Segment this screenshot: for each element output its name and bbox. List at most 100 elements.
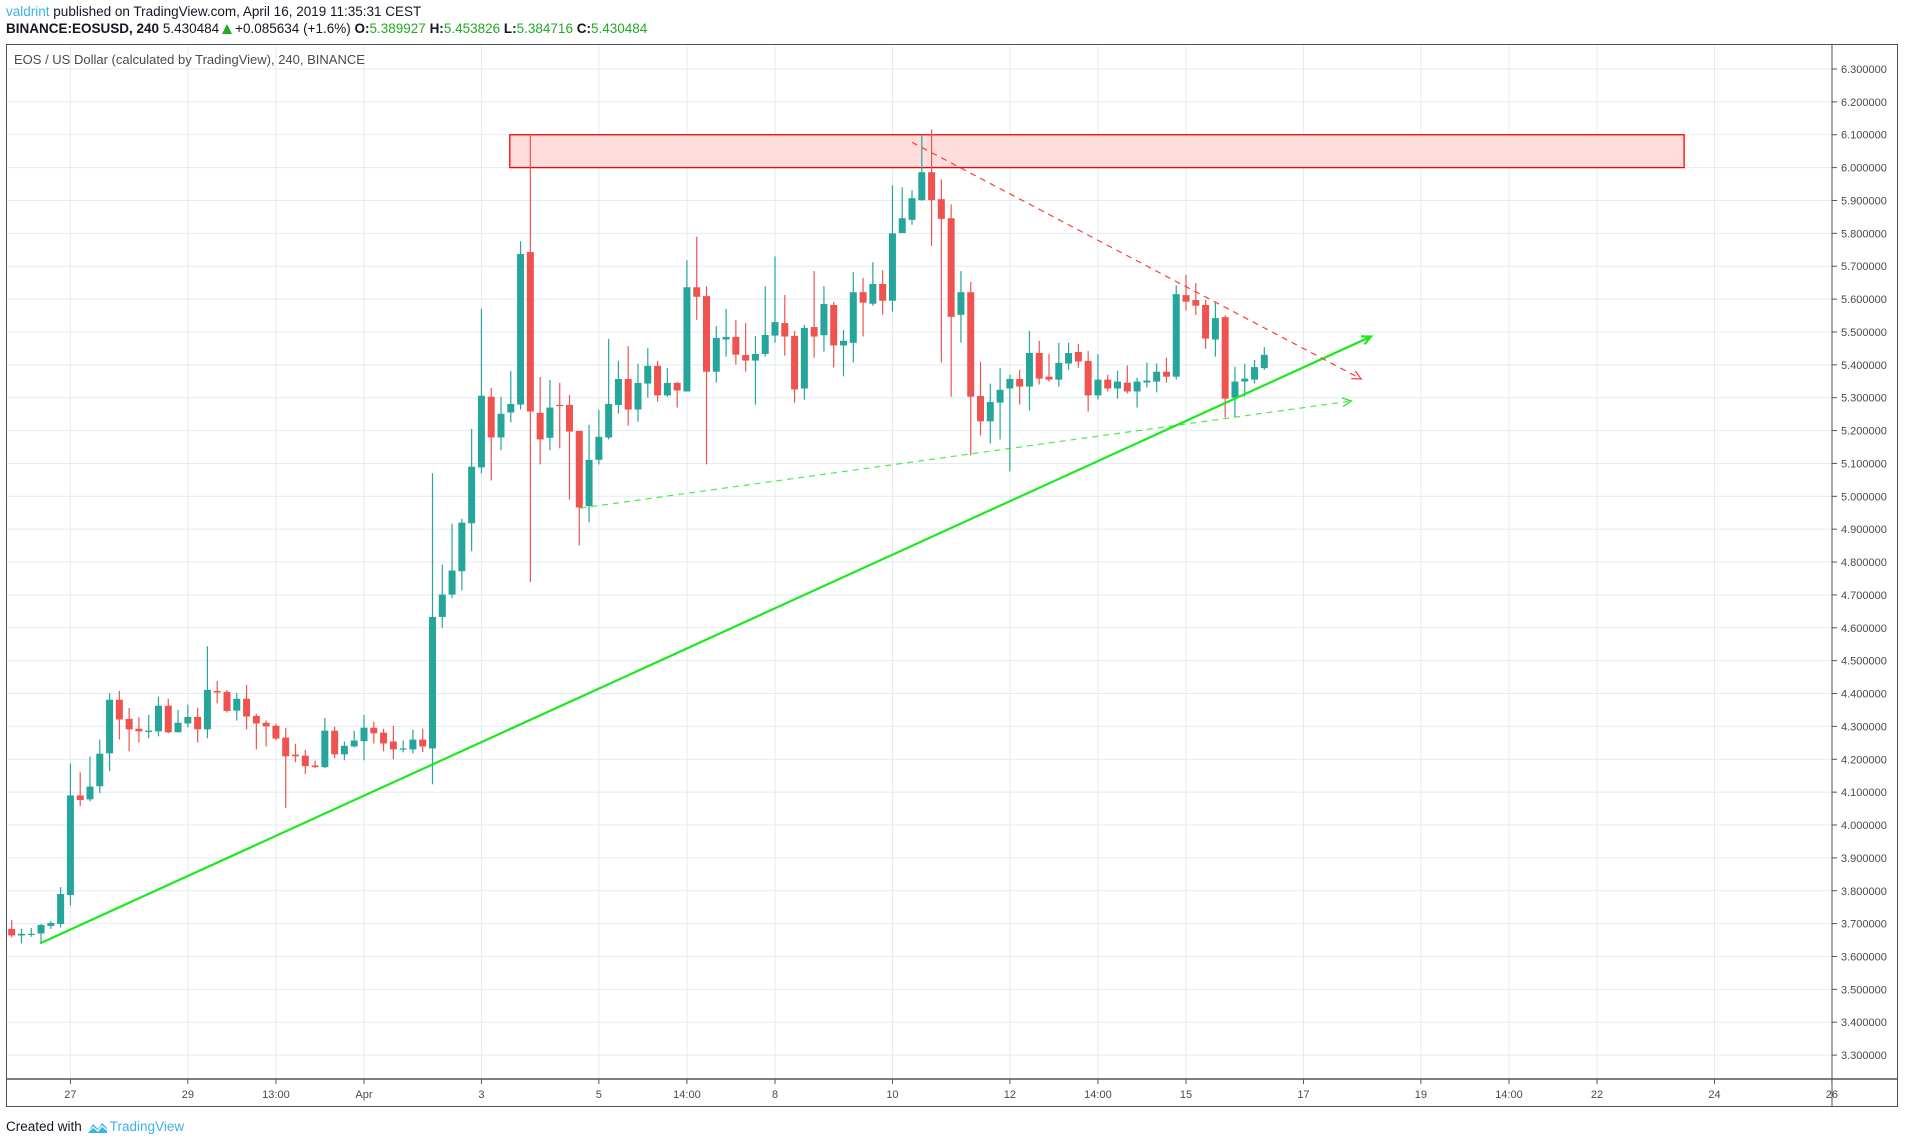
candle-body bbox=[8, 928, 16, 936]
candle-body bbox=[928, 172, 936, 201]
candle bbox=[282, 727, 290, 808]
support-arrow-icon bbox=[1360, 335, 1374, 345]
y-tick-label: 6.300000 bbox=[1841, 64, 1887, 76]
y-tick-label: 5.600000 bbox=[1841, 294, 1887, 306]
y-tick-label: 4.300000 bbox=[1841, 721, 1887, 733]
candle-body bbox=[1104, 379, 1112, 389]
candle bbox=[115, 690, 123, 740]
y-tick-label: 5.700000 bbox=[1841, 261, 1887, 273]
candle-body bbox=[86, 786, 94, 800]
publish-info: valdrint published on TradingView.com, A… bbox=[6, 4, 421, 19]
y-tick-label: 3.400000 bbox=[1841, 1017, 1887, 1029]
candle bbox=[438, 564, 446, 628]
candle bbox=[644, 348, 652, 398]
candle bbox=[732, 320, 740, 365]
candle bbox=[37, 923, 45, 943]
dashed-resistance-arrow-icon bbox=[1351, 370, 1363, 380]
candle bbox=[751, 335, 759, 405]
candle-body bbox=[370, 727, 378, 734]
candle-body bbox=[507, 403, 515, 413]
candle-body bbox=[125, 718, 133, 730]
candle-body bbox=[1143, 380, 1151, 383]
candle bbox=[301, 749, 309, 775]
tradingview-logo-icon bbox=[86, 1122, 108, 1133]
candle-body bbox=[712, 337, 720, 372]
y-tick-label: 4.200000 bbox=[1841, 754, 1887, 766]
candle bbox=[1241, 363, 1249, 397]
x-tick-label: Apr bbox=[355, 1089, 372, 1101]
candle-body bbox=[164, 705, 172, 733]
candle bbox=[585, 424, 593, 523]
candle bbox=[1035, 340, 1043, 385]
candle-body bbox=[918, 172, 926, 201]
candle-body bbox=[791, 335, 799, 390]
x-tick-label: 8 bbox=[772, 1089, 778, 1101]
candle bbox=[673, 381, 681, 408]
x-tick-label: 14:00 bbox=[673, 1089, 701, 1101]
candle-body bbox=[1153, 371, 1161, 382]
candle bbox=[556, 382, 564, 449]
candle bbox=[477, 308, 485, 474]
candle bbox=[311, 760, 319, 769]
candle-body bbox=[154, 705, 162, 732]
tradingview-link[interactable]: TradingView bbox=[109, 1119, 185, 1134]
open-label: O: bbox=[354, 21, 370, 36]
y-tick-label: 4.100000 bbox=[1841, 787, 1887, 799]
author-link[interactable]: valdrint bbox=[6, 4, 50, 19]
x-tick-label: 22 bbox=[1591, 1089, 1603, 1101]
candle-body bbox=[986, 401, 994, 422]
candle bbox=[1182, 275, 1190, 311]
candle bbox=[1016, 369, 1024, 405]
candle-body bbox=[37, 924, 45, 934]
candle-body bbox=[380, 732, 388, 744]
candle bbox=[203, 646, 211, 739]
candle bbox=[967, 281, 975, 456]
candle-body bbox=[1182, 295, 1190, 302]
candle bbox=[781, 295, 789, 356]
candle-body bbox=[57, 894, 65, 924]
y-tick-label: 6.100000 bbox=[1841, 130, 1887, 142]
candle bbox=[233, 692, 241, 721]
high-label: H: bbox=[429, 21, 444, 36]
plot-area[interactable] bbox=[8, 129, 1685, 945]
y-tick-label: 6.000000 bbox=[1841, 163, 1887, 175]
candle-body bbox=[311, 765, 319, 768]
candle-body bbox=[1231, 381, 1239, 398]
candle bbox=[507, 371, 515, 423]
close-value: 5.430484 bbox=[590, 21, 648, 36]
x-tick-label: 14:00 bbox=[1084, 1089, 1112, 1101]
candle bbox=[605, 338, 613, 440]
candle-body bbox=[840, 340, 848, 346]
candle bbox=[742, 323, 750, 372]
candle-body bbox=[820, 304, 828, 336]
candle bbox=[252, 713, 260, 750]
x-tick-label: 24 bbox=[1708, 1089, 1720, 1101]
candle-body bbox=[1035, 352, 1043, 379]
candle bbox=[712, 326, 720, 383]
y-tick-label: 5.000000 bbox=[1841, 491, 1887, 503]
candle bbox=[879, 270, 887, 315]
candle-body bbox=[438, 594, 446, 617]
candle bbox=[291, 743, 299, 763]
candle-body bbox=[957, 292, 965, 315]
y-tick-label: 4.800000 bbox=[1841, 557, 1887, 569]
candle bbox=[624, 346, 632, 426]
candle bbox=[96, 739, 104, 794]
y-tick-label: 3.600000 bbox=[1841, 951, 1887, 963]
candle-body bbox=[967, 292, 975, 397]
candle bbox=[634, 363, 642, 422]
y-tick-label: 5.900000 bbox=[1841, 195, 1887, 207]
candle bbox=[135, 717, 143, 743]
candle-body bbox=[605, 403, 613, 438]
candle-body bbox=[898, 218, 906, 234]
candle bbox=[497, 396, 505, 451]
candle bbox=[1114, 370, 1122, 399]
candle bbox=[340, 741, 348, 761]
candle-body bbox=[340, 745, 348, 755]
x-tick-label: 3 bbox=[478, 1089, 484, 1101]
candle bbox=[859, 278, 867, 337]
y-tick-label: 5.400000 bbox=[1841, 360, 1887, 372]
candle-body bbox=[810, 327, 818, 337]
candle bbox=[977, 361, 985, 436]
